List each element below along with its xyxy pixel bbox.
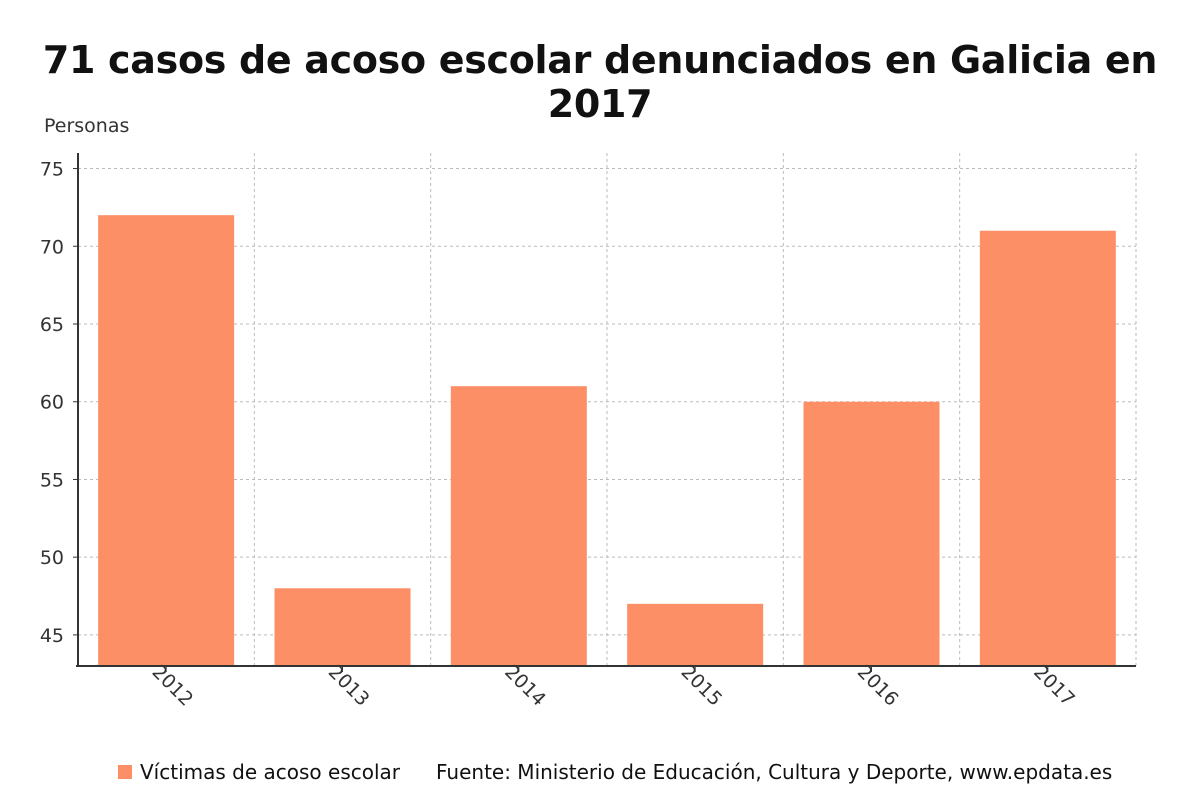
bar-2017 bbox=[979, 230, 1116, 666]
y-tick-label: 65 bbox=[40, 314, 64, 336]
y-tick-label: 55 bbox=[40, 469, 64, 491]
x-tick-label: 2013 bbox=[324, 661, 374, 711]
x-tick-label: 2017 bbox=[1029, 661, 1079, 711]
chart-title: 71 casos de acoso escolar denunciados en… bbox=[42, 38, 1158, 126]
bar-2012 bbox=[98, 215, 235, 666]
y-tick-label: 45 bbox=[40, 625, 64, 647]
bar-2014 bbox=[450, 386, 587, 666]
source-note: Fuente: Ministerio de Educación, Cultura… bbox=[436, 760, 1113, 784]
x-tick-label: 2016 bbox=[853, 661, 903, 711]
x-tick-label: 2012 bbox=[148, 661, 198, 711]
y-tick-label: 70 bbox=[40, 236, 64, 258]
legend-label: Víctimas de acoso escolar bbox=[140, 760, 400, 784]
y-tick-label: 50 bbox=[40, 547, 64, 569]
bar-2016 bbox=[803, 401, 940, 666]
x-tick-label: 2014 bbox=[500, 661, 550, 711]
chart-footer: Víctimas de acoso escolar Fuente: Minist… bbox=[118, 760, 1112, 784]
y-axis-unit-label: Personas bbox=[44, 115, 130, 137]
bar-2013 bbox=[274, 588, 411, 666]
y-tick-label: 75 bbox=[40, 159, 64, 181]
x-tick-label: 2015 bbox=[677, 661, 727, 711]
legend-swatch bbox=[118, 765, 132, 779]
y-tick-label: 60 bbox=[40, 392, 64, 414]
bar-2015 bbox=[627, 603, 764, 666]
